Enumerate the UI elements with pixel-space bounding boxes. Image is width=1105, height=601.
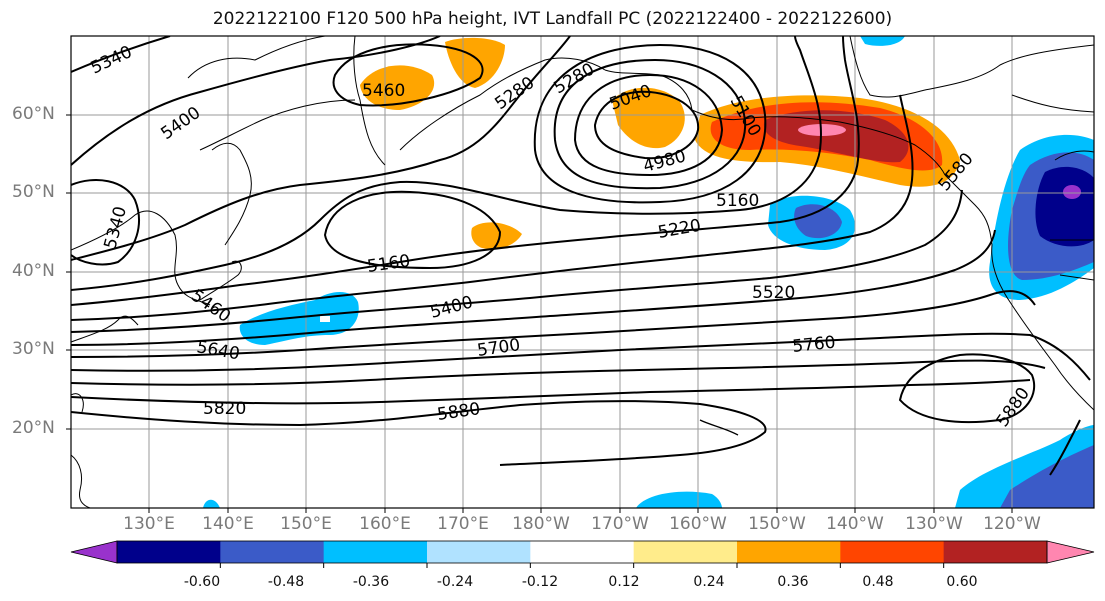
colorbar-segment	[427, 541, 531, 563]
lon-label: 140°E	[202, 514, 254, 534]
lat-label-30n: 30°N	[12, 339, 55, 359]
axis-ticks	[66, 114, 1013, 513]
contour-label: 5160	[716, 191, 759, 211]
lat-label-20n: 20°N	[12, 418, 55, 438]
colorbar-tick-label: -0.24	[436, 574, 474, 590]
colorbar-segment	[117, 541, 221, 563]
lon-label: 140°W	[826, 514, 884, 534]
lon-label: 120°W	[983, 514, 1041, 534]
graticule	[71, 36, 1094, 508]
contour-label: 5820	[203, 399, 246, 419]
colorbar-tick-label: 0.24	[693, 574, 725, 590]
colorbar-segment	[633, 541, 738, 563]
lon-label: 160°E	[359, 514, 411, 534]
colorbar-tick-label: 0.60	[946, 574, 978, 590]
colorbar-segment	[943, 541, 1048, 563]
negative-anomaly-west-coast	[989, 134, 1094, 300]
colorbar	[70, 540, 1095, 568]
colorbar-tick-label: 0.12	[608, 574, 640, 590]
lat-label-40n: 40°N	[12, 261, 55, 281]
colorbar-segment	[737, 541, 841, 563]
colorbar-extend-min	[70, 540, 118, 564]
colorbar-segment	[840, 541, 945, 563]
lon-label: 180°W	[512, 514, 570, 534]
colorbar-segment	[323, 541, 428, 563]
map-title: 2022122100 F120 500 hPa height, IVT Land…	[212, 9, 893, 29]
contour-label: 5460	[362, 81, 405, 101]
lat-label-60n: 60°N	[12, 104, 55, 124]
negative-anomaly-south	[203, 36, 1094, 508]
colorbar-tick-label: -0.12	[521, 574, 559, 590]
lon-label: 130°E	[123, 514, 175, 534]
height-contours	[71, 36, 1091, 476]
lon-label: 170°E	[437, 514, 489, 534]
colorbar-segment	[530, 541, 635, 563]
colorbar-extend-max	[1046, 540, 1095, 564]
colorbar-tick-label: 0.48	[862, 574, 894, 590]
colorbar-outline	[116, 540, 1048, 564]
lon-label: 150°E	[280, 514, 332, 534]
contour-label: 5760	[791, 333, 836, 357]
negative-anomaly-central-pacific	[768, 195, 856, 250]
positive-anomaly-gulf-of-alaska	[695, 95, 960, 187]
colorbar-segment	[220, 541, 325, 563]
colorbar-tick-label: -0.60	[183, 574, 221, 590]
coastlines	[71, 36, 1094, 508]
contour-label: 5520	[752, 283, 795, 303]
positive-anomaly-bering	[360, 37, 685, 250]
lon-label: 170°W	[591, 514, 649, 534]
lon-label: 150°W	[748, 514, 806, 534]
colorbar-tick-label: 0.36	[777, 574, 809, 590]
lon-label: 130°W	[905, 514, 963, 534]
lat-label-50n: 50°N	[12, 182, 55, 202]
colorbar-tick-label: -0.48	[267, 574, 305, 590]
colorbar-tick-label: -0.36	[352, 574, 390, 590]
lon-label: 160°W	[669, 514, 727, 534]
